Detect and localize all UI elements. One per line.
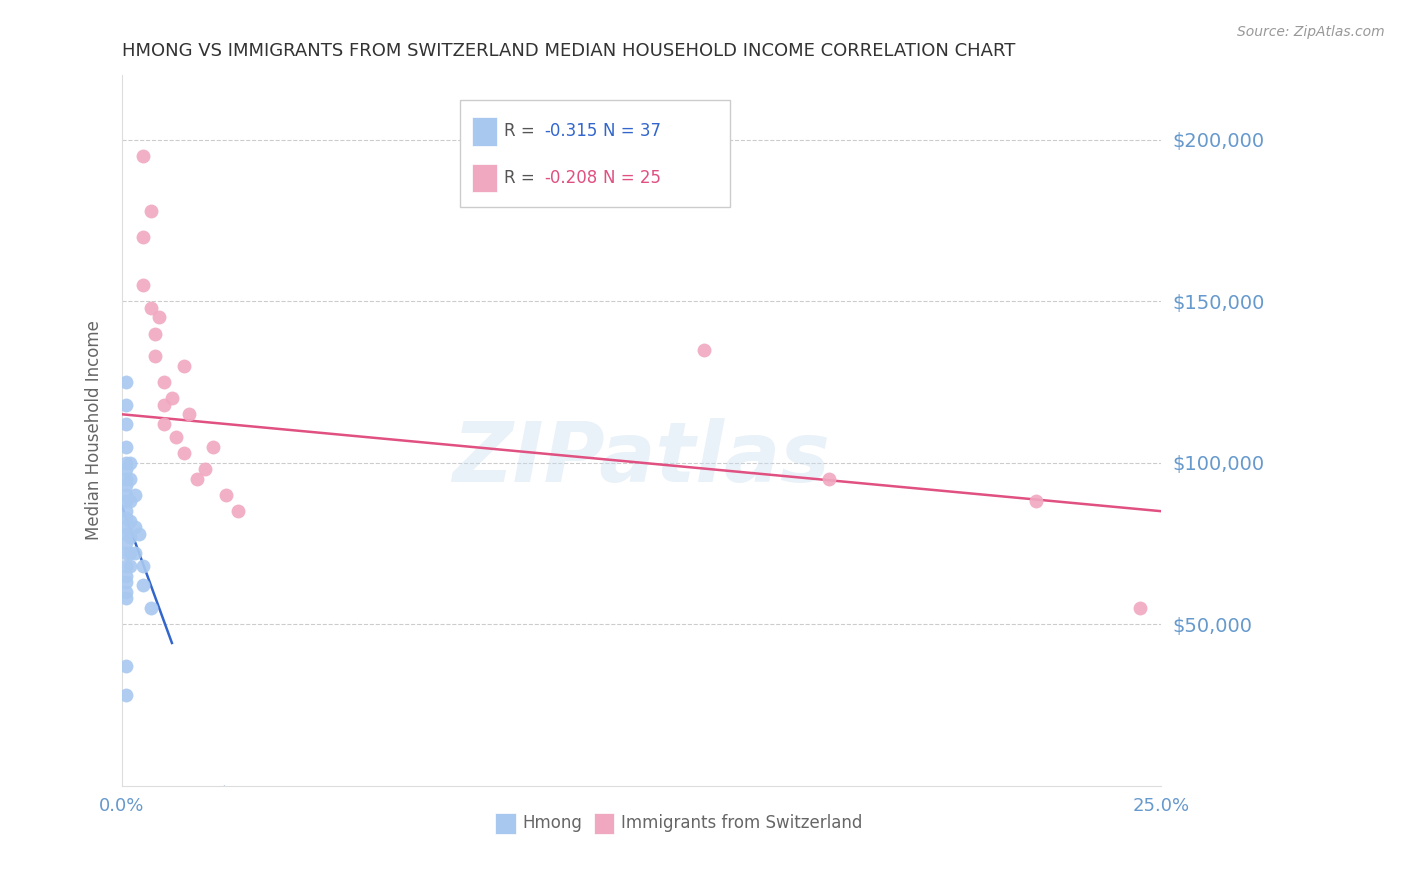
Point: [120, 514, 142, 528]
Point: [173, 446, 195, 460]
Point: [115, 456, 138, 470]
Point: [124, 520, 146, 534]
Point: [115, 462, 138, 476]
Point: [143, 349, 166, 363]
Point: [115, 591, 138, 606]
Point: [115, 398, 138, 412]
Point: [115, 440, 138, 454]
Text: R =: R =: [505, 169, 540, 187]
Point: [115, 659, 138, 673]
Point: [139, 203, 162, 218]
Point: [132, 559, 155, 574]
Point: [143, 326, 166, 341]
Point: [115, 375, 138, 389]
Point: [139, 601, 162, 615]
Point: [115, 478, 138, 492]
FancyBboxPatch shape: [472, 117, 498, 145]
Point: [165, 430, 187, 444]
Point: [115, 417, 138, 431]
Text: -0.315: -0.315: [544, 122, 598, 140]
Point: [1025, 494, 1047, 508]
Point: [115, 488, 138, 502]
Point: [1129, 601, 1152, 615]
Point: [186, 472, 208, 486]
Text: HMONG VS IMMIGRANTS FROM SWITZERLAND MEDIAN HOUSEHOLD INCOME CORRELATION CHART: HMONG VS IMMIGRANTS FROM SWITZERLAND MED…: [122, 42, 1015, 60]
Point: [120, 546, 142, 560]
Point: [115, 472, 138, 486]
Point: [115, 510, 138, 524]
Point: [115, 568, 138, 582]
Point: [132, 578, 155, 592]
Point: [148, 310, 170, 325]
Point: [132, 229, 155, 244]
Point: [152, 398, 174, 412]
Point: [115, 526, 138, 541]
Point: [120, 472, 142, 486]
Text: N = 25: N = 25: [603, 169, 661, 187]
Text: R =: R =: [505, 122, 540, 140]
Point: [115, 520, 138, 534]
Text: Source: ZipAtlas.com: Source: ZipAtlas.com: [1237, 25, 1385, 39]
Point: [139, 301, 162, 315]
Point: [115, 546, 138, 560]
Point: [152, 417, 174, 431]
Point: [120, 530, 142, 544]
Text: Hmong: Hmong: [522, 814, 582, 831]
FancyBboxPatch shape: [472, 164, 498, 193]
Point: [152, 375, 174, 389]
FancyBboxPatch shape: [460, 100, 730, 207]
Point: [128, 526, 150, 541]
Point: [120, 456, 142, 470]
Point: [194, 462, 217, 476]
Point: [173, 359, 195, 373]
Point: [115, 688, 138, 702]
Text: N = 37: N = 37: [603, 122, 661, 140]
FancyBboxPatch shape: [593, 813, 614, 834]
Point: [120, 494, 142, 508]
Point: [124, 488, 146, 502]
Point: [215, 488, 238, 502]
Y-axis label: Median Household Income: Median Household Income: [86, 320, 103, 541]
Point: [115, 536, 138, 550]
Text: Immigrants from Switzerland: Immigrants from Switzerland: [620, 814, 862, 831]
Point: [817, 472, 839, 486]
Point: [202, 440, 225, 454]
Point: [115, 585, 138, 599]
Point: [177, 407, 200, 421]
Point: [132, 149, 155, 163]
Text: ZIPatlas: ZIPatlas: [453, 418, 831, 500]
Point: [120, 559, 142, 574]
Point: [132, 278, 155, 293]
Point: [228, 504, 250, 518]
Point: [693, 343, 716, 357]
Point: [115, 575, 138, 590]
FancyBboxPatch shape: [495, 813, 516, 834]
Point: [115, 494, 138, 508]
Point: [124, 546, 146, 560]
Point: [115, 504, 138, 518]
Point: [160, 391, 183, 405]
Point: [115, 559, 138, 574]
Text: -0.208: -0.208: [544, 169, 598, 187]
